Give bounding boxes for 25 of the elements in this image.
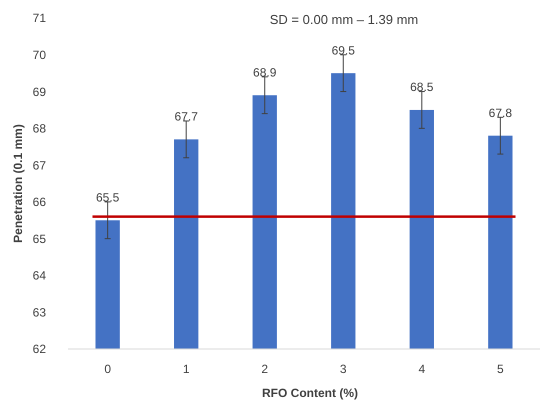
y-tick-label: 71 <box>32 11 46 26</box>
y-tick-label: 64 <box>32 268 46 283</box>
y-tick-label: 65 <box>32 232 46 246</box>
x-tick-label: 2 <box>261 362 268 376</box>
x-tick-label: 1 <box>182 362 190 376</box>
x-tick-label: 5 <box>496 362 504 376</box>
data-label: 67.7 <box>174 110 198 124</box>
x-axis-title: RFO Content (%) <box>262 386 358 400</box>
y-tick-label: 69 <box>32 84 46 99</box>
y-tick-label: 67 <box>32 158 46 172</box>
y-tick-label: 70 <box>32 48 46 62</box>
y-axis-title: Penetration (0.1 mm) <box>11 124 25 243</box>
y-tick-label: 63 <box>32 305 46 320</box>
x-tick-label: 0 <box>104 362 112 376</box>
data-label: 68.5 <box>410 80 434 94</box>
y-tick-label: 68 <box>32 122 46 136</box>
x-tick-label: 4 <box>418 362 426 376</box>
x-tick-label: 3 <box>340 362 347 376</box>
y-tick-label: 62 <box>32 342 46 356</box>
data-label: 65.5 <box>96 190 120 204</box>
chart-title: SD = 0.00 mm – 1.39 mm <box>270 12 418 27</box>
data-label: 69.5 <box>332 43 356 58</box>
data-label: 67.8 <box>488 106 512 120</box>
data-label: 68.9 <box>253 65 277 80</box>
y-tick-label: 66 <box>32 195 46 210</box>
